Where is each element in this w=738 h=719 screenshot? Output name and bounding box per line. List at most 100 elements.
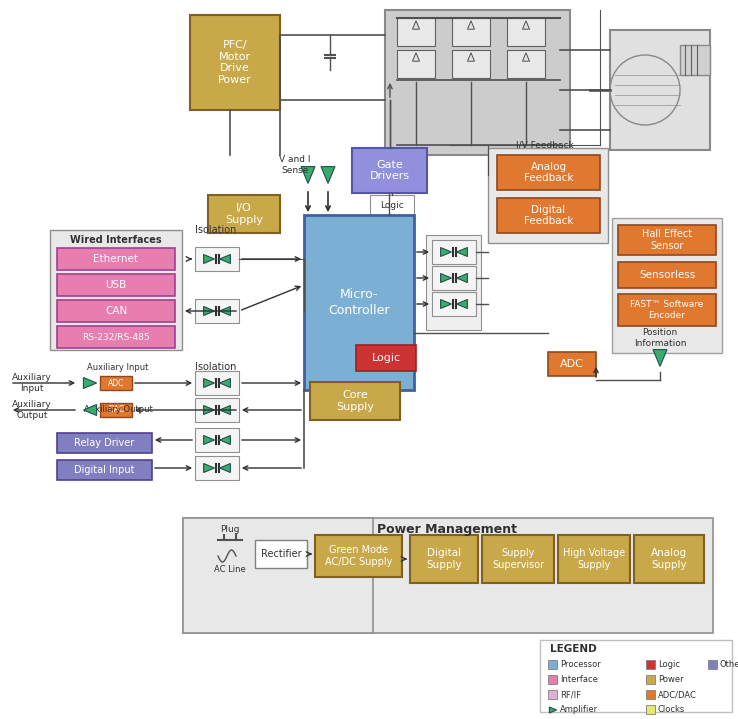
Bar: [397, 50, 435, 78]
Polygon shape: [204, 464, 215, 472]
Polygon shape: [549, 707, 556, 713]
Bar: [315, 535, 402, 577]
Bar: [610, 30, 710, 150]
Polygon shape: [220, 306, 230, 316]
Bar: [708, 660, 717, 669]
Text: Relay Driver: Relay Driver: [75, 438, 134, 448]
Polygon shape: [441, 273, 452, 283]
Text: Green Mode
AC/DC Supply: Green Mode AC/DC Supply: [325, 545, 392, 567]
Polygon shape: [220, 436, 230, 444]
Bar: [370, 195, 414, 215]
Bar: [352, 148, 427, 193]
Bar: [432, 240, 476, 264]
Bar: [618, 225, 716, 255]
Bar: [452, 50, 490, 78]
Bar: [195, 456, 239, 480]
Polygon shape: [457, 273, 467, 283]
Polygon shape: [467, 52, 475, 61]
Bar: [57, 326, 175, 348]
Text: Other: Other: [720, 660, 738, 669]
Bar: [482, 535, 554, 583]
Bar: [497, 155, 600, 190]
Text: High Voltage
Supply: High Voltage Supply: [563, 548, 625, 569]
Polygon shape: [301, 167, 315, 183]
Text: Auxiliary
Input: Auxiliary Input: [12, 373, 52, 393]
Bar: [432, 292, 476, 316]
Bar: [507, 18, 545, 46]
Bar: [50, 230, 182, 350]
Polygon shape: [204, 306, 215, 316]
Polygon shape: [83, 405, 97, 416]
Bar: [497, 198, 600, 233]
Text: Sensorless: Sensorless: [639, 270, 695, 280]
Text: Ethernet: Ethernet: [94, 254, 139, 264]
Bar: [195, 371, 239, 395]
Text: Position
Information: Position Information: [634, 329, 686, 348]
Text: Auxiliary Output: Auxiliary Output: [83, 406, 152, 414]
Text: ADC: ADC: [560, 359, 584, 369]
Text: Gate
Drivers: Gate Drivers: [370, 160, 410, 181]
Bar: [57, 460, 152, 480]
Bar: [612, 218, 722, 353]
Polygon shape: [441, 300, 452, 308]
Bar: [397, 18, 435, 46]
Text: Plug: Plug: [220, 526, 240, 534]
Polygon shape: [220, 406, 230, 414]
Polygon shape: [457, 300, 467, 308]
Bar: [304, 215, 414, 390]
Polygon shape: [523, 52, 529, 61]
Bar: [452, 18, 490, 46]
Polygon shape: [204, 378, 215, 388]
Polygon shape: [83, 377, 97, 388]
Bar: [385, 10, 570, 155]
Polygon shape: [220, 378, 230, 388]
Text: Hall Effect
Sensor: Hall Effect Sensor: [642, 229, 692, 251]
Polygon shape: [457, 247, 467, 257]
Text: DAC: DAC: [108, 406, 124, 414]
Polygon shape: [413, 52, 419, 61]
Bar: [540, 640, 732, 712]
Text: Isolation: Isolation: [196, 362, 237, 372]
Bar: [548, 352, 596, 376]
Text: Processor: Processor: [560, 660, 601, 669]
Text: Isolation: Isolation: [196, 225, 237, 235]
Bar: [195, 398, 239, 422]
Text: RS-232/RS-485: RS-232/RS-485: [82, 332, 150, 342]
Text: Core
Supply: Core Supply: [336, 390, 374, 412]
Text: RF/IF: RF/IF: [560, 690, 581, 699]
Bar: [618, 294, 716, 326]
Text: Auxiliary Input: Auxiliary Input: [87, 362, 148, 372]
Text: Clocks: Clocks: [658, 705, 686, 714]
Polygon shape: [321, 167, 335, 183]
Text: ADC: ADC: [108, 378, 124, 388]
Text: Interface: Interface: [560, 675, 598, 684]
Bar: [426, 235, 481, 330]
Bar: [548, 660, 557, 669]
Polygon shape: [204, 436, 215, 444]
Bar: [190, 15, 280, 110]
Bar: [195, 428, 239, 452]
Bar: [680, 45, 710, 75]
Polygon shape: [441, 247, 452, 257]
Bar: [646, 690, 655, 699]
Polygon shape: [204, 255, 215, 263]
Text: Digital
Supply: Digital Supply: [426, 548, 462, 569]
Bar: [507, 50, 545, 78]
Text: LEGEND: LEGEND: [550, 644, 597, 654]
Text: Micro-
Controller: Micro- Controller: [328, 288, 390, 316]
Text: Digital
Feedback: Digital Feedback: [524, 205, 573, 226]
Polygon shape: [523, 21, 529, 29]
Polygon shape: [467, 21, 475, 29]
Text: USB: USB: [106, 280, 127, 290]
Polygon shape: [653, 349, 667, 367]
Text: Logic: Logic: [371, 353, 401, 363]
Bar: [100, 403, 132, 417]
Text: CAN: CAN: [105, 306, 127, 316]
Bar: [634, 535, 704, 583]
Bar: [255, 540, 307, 568]
Text: Auxiliary
Output: Auxiliary Output: [12, 400, 52, 420]
Bar: [548, 690, 557, 699]
Text: Analog
Feedback: Analog Feedback: [524, 162, 573, 183]
Text: ADC/DAC: ADC/DAC: [658, 690, 697, 699]
Bar: [548, 675, 557, 684]
